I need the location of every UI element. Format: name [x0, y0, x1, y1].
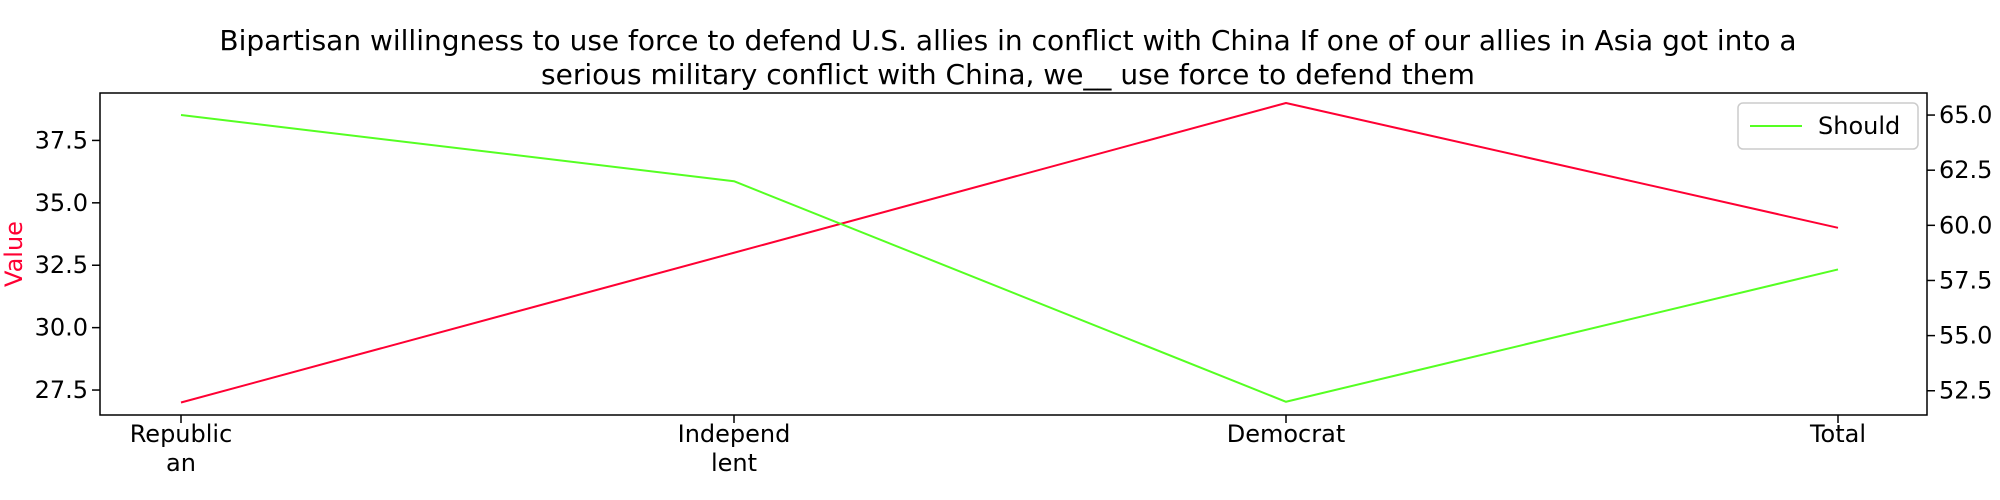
series-line-1: [181, 103, 1838, 403]
series-layer: [181, 103, 1838, 403]
series-line-2: [181, 115, 1838, 402]
y-left-tick-label: 35.0: [35, 189, 88, 217]
y-left-tick-label: 30.0: [35, 314, 88, 342]
y-axis-right-ticks: 52.5 55.0 57.5 60.0 62.5 65.0: [1927, 101, 1992, 405]
x-tick-label: lent: [711, 449, 757, 477]
y-left-tick-label: 37.5: [35, 126, 88, 154]
y-axis-left-ticks: 27.5 30.0 32.5 35.0 37.5: [35, 126, 100, 404]
y-right-tick-label: 62.5: [1939, 156, 1992, 184]
y-right-tick-label: 55.0: [1939, 322, 1992, 350]
x-tick-label: Republic: [130, 420, 233, 448]
y-left-tick-label: 27.5: [35, 376, 88, 404]
y-right-tick-label: 60.0: [1939, 211, 1992, 239]
x-tick-label: an: [166, 449, 196, 477]
y-left-tick-label: 32.5: [35, 251, 88, 279]
y-right-tick-label: 52.5: [1939, 377, 1992, 405]
plot-area-frame: [100, 93, 1927, 415]
y-right-tick-label: 57.5: [1939, 266, 1992, 294]
chart-title-line-2: serious military conflict with China, we…: [541, 58, 1475, 91]
y-axis-left-label: Value: [0, 221, 28, 287]
x-tick-label: Total: [1809, 420, 1866, 448]
x-tick-label: Democrat: [1227, 420, 1346, 448]
legend-label-should: Should: [1818, 112, 1900, 140]
legend: Should: [1738, 103, 1918, 149]
chart-title-line-1: Bipartisan willingness to use force to d…: [219, 24, 1796, 57]
y-right-tick-label: 65.0: [1939, 101, 1992, 129]
x-tick-label: Independ: [678, 420, 791, 448]
